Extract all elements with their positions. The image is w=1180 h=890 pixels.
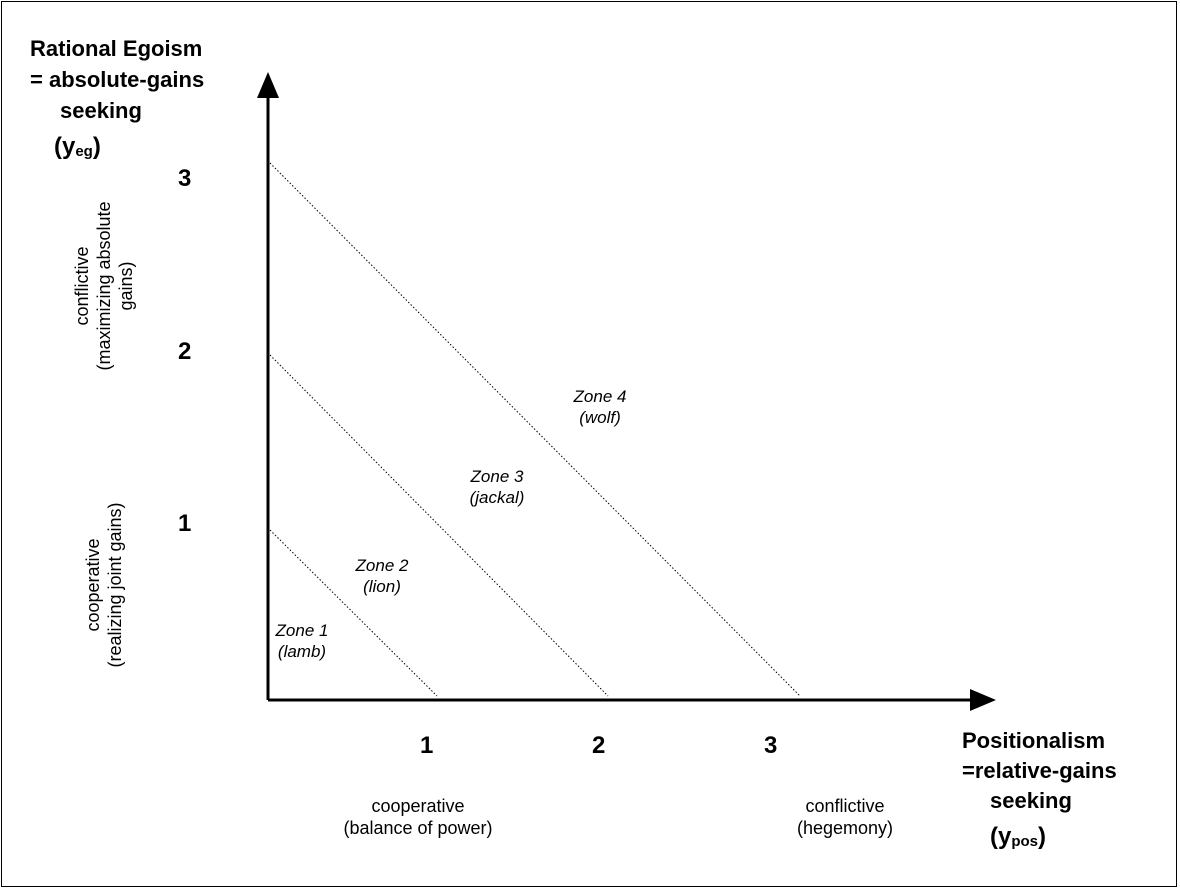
y-tick-3: 3 (178, 165, 192, 192)
x-axis-symbol: (ypos) (990, 823, 1047, 850)
y-tick-2: 2 (178, 338, 192, 365)
x-right-desc-line-2: (hegemony) (796, 818, 894, 838)
zone-3-label: Zone 3 (jackal) (452, 466, 542, 508)
x-tick-2: 2 (592, 732, 606, 759)
zone-2-name: Zone 2 (355, 556, 409, 575)
zone-1-animal: (lamb) (277, 642, 327, 661)
x-left-description: cooperative (balance of power) (318, 795, 518, 839)
y-upper-desc-line-2: (maximizing absolute (94, 201, 114, 371)
x-axis-title-line-1: Positionalism (962, 728, 1106, 753)
zone-1-name: Zone 1 (275, 621, 329, 640)
y-axis-arrowhead (257, 72, 279, 98)
y-axis-title-line-2: = absolute-gains (30, 67, 205, 92)
zone-3-animal: (jackal) (469, 488, 525, 507)
y-upper-desc-line-3: gains) (116, 261, 136, 311)
x-axis-arrowhead (970, 689, 996, 711)
y-lower-desc-line-1: cooperative (83, 538, 103, 632)
boundary-line-3 (269, 162, 801, 697)
zone-2-label: Zone 2 (lion) (342, 555, 422, 597)
y-tick-1: 1 (178, 510, 192, 537)
y-axis-symbol: (yeg) (54, 133, 101, 160)
x-axis-title-line-2: =relative-gains (962, 758, 1117, 783)
zone-2-animal: (lion) (363, 577, 401, 596)
x-left-desc-line-2: (balance of power) (343, 818, 493, 838)
zone-4-animal: (wolf) (579, 408, 621, 427)
zone-1-label: Zone 1 (lamb) (262, 620, 342, 662)
zone-3-name: Zone 3 (470, 467, 524, 486)
x-tick-3: 3 (764, 732, 778, 759)
boundary-line-2 (269, 354, 609, 697)
zone-4-label: Zone 4 (wolf) (560, 386, 640, 428)
x-axis-title-line-3: seeking (990, 788, 1072, 813)
x-right-desc-line-1: conflictive (805, 796, 885, 816)
y-axis-title-line-3: seeking (60, 98, 142, 123)
x-right-description: conflictive (hegemony) (775, 795, 915, 839)
y-axis-title-line-1: Rational Egoism (30, 36, 203, 61)
y-upper-description: conflictive (maximizing absolute gains) (71, 169, 143, 403)
y-upper-desc-line-1: conflictive (72, 246, 92, 326)
x-left-desc-line-1: cooperative (371, 796, 465, 816)
boundary-line-1 (269, 529, 438, 697)
y-lower-description: cooperative (realizing joint gains) (82, 460, 132, 710)
y-lower-desc-line-2: (realizing joint gains) (105, 502, 125, 668)
x-tick-1: 1 (420, 732, 434, 759)
zone-4-name: Zone 4 (573, 387, 627, 406)
